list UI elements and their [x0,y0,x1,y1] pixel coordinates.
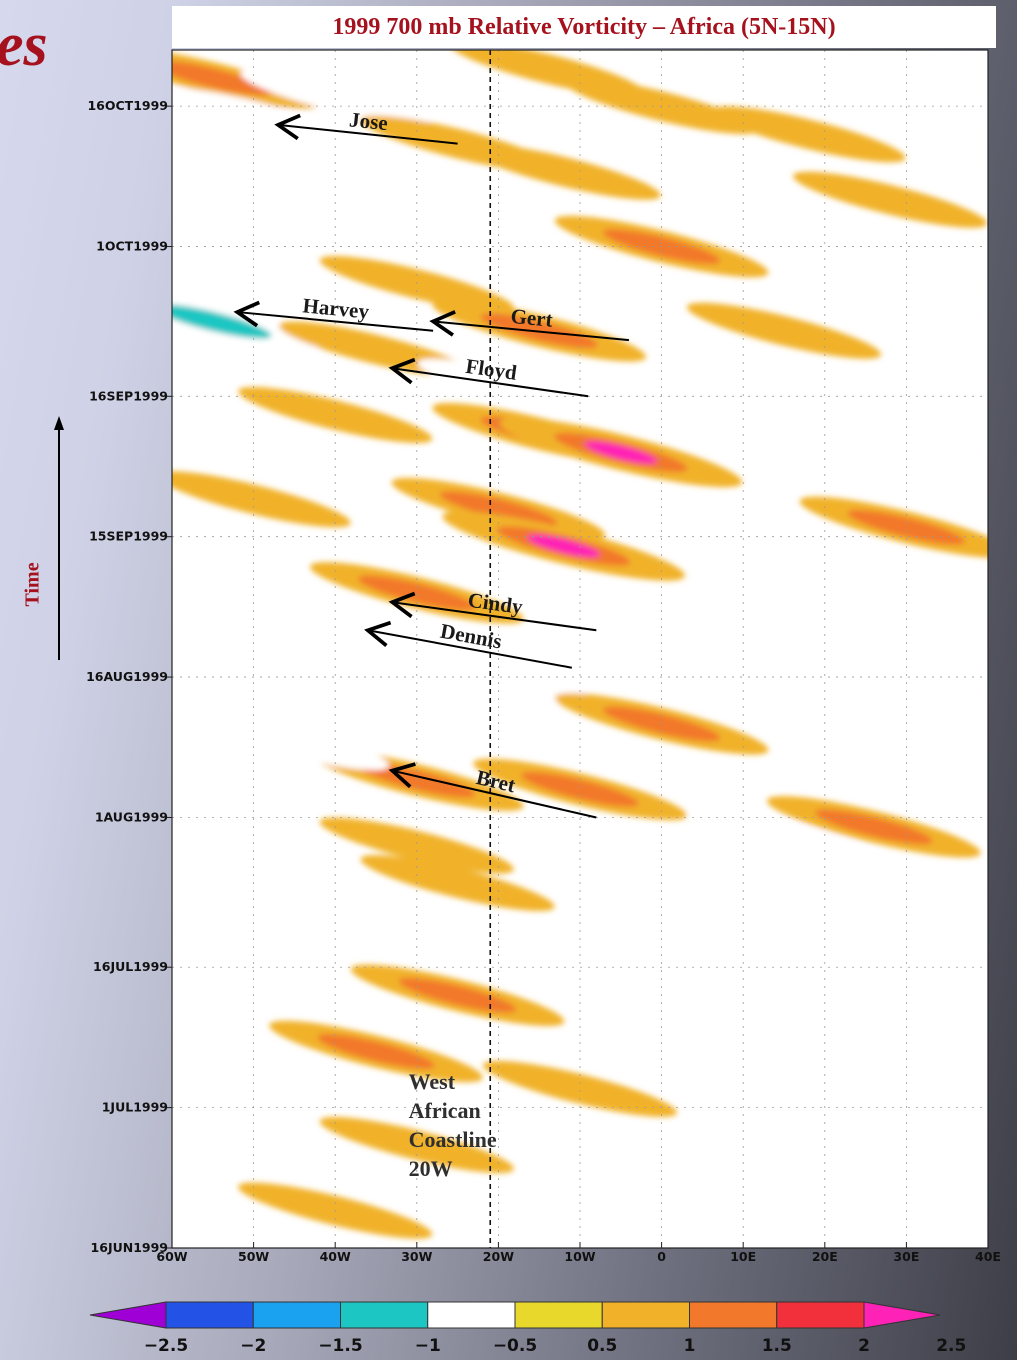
vorticity-blob [766,796,981,858]
colorbar-tick-label: −1 [415,1336,441,1356]
vorticity-blob [792,171,988,228]
y-tick-label: 16AUG1999 [86,669,168,684]
vorticity-blob [319,1117,514,1174]
colorbar-segment [427,1301,516,1329]
x-tick-label: 50W [238,1249,269,1264]
vorticity-blob [711,106,906,163]
colorbar-tick-label: −2 [240,1336,266,1356]
coastline-annotation-line: African [409,1098,481,1123]
storm-track-arrow [274,113,458,145]
colorbar-segment [689,1301,778,1329]
vorticity-blob [770,1183,961,1238]
slide-corner-text: es [0,11,48,79]
colorbar-tick-label: 2 [858,1336,870,1356]
colorbar-tick-label: 0.5 [587,1336,617,1356]
x-tick-label: 40W [320,1249,351,1264]
colorbar-tick-label: 2.5 [936,1336,966,1356]
vorticity-blob [199,715,390,770]
coastline-annotation-line: West [409,1069,456,1094]
colorbar-segment [514,1301,603,1329]
vorticity-blob [466,143,661,200]
colorbar-tick-label: −0.5 [493,1336,537,1356]
storm-track-arrow [429,310,630,342]
colorbar-underflow-triangle [89,1301,167,1329]
y-tick-label: 16SEP1999 [89,388,168,403]
y-tick-label: 1AUG1999 [95,809,168,824]
colorbar-tick-label: 1 [684,1336,696,1356]
chart-title: 1999 700 mb Relative Vorticity – Africa … [172,6,996,48]
y-tick-label: 16OCT1999 [87,98,168,113]
vorticity-blob [172,50,320,109]
x-tick-label: 30E [893,1249,919,1264]
vorticity-blob [662,901,857,958]
vorticity-blob [350,964,565,1027]
storm-track-arrow [364,620,573,669]
vorticity-blob [442,511,686,581]
vorticity-blob [172,290,320,353]
colorbar-tick-label: −1.5 [318,1336,362,1356]
storm-track-arrow [233,300,434,332]
x-tick-label: 10E [730,1249,756,1264]
x-tick-label: 20W [483,1249,514,1264]
storm-track-arrow [388,357,589,398]
time-axis-arrowhead [54,416,64,430]
vorticity-blob [686,302,882,359]
vorticity-blob [499,417,743,488]
vorticity-blob [664,50,855,97]
colorbar-segment [165,1301,254,1329]
x-tick-label: 30W [401,1249,432,1264]
storm-track-arrow [388,762,597,819]
vorticity-blob [473,758,687,821]
y-tick-label: 16JUL1999 [93,959,168,974]
colorbar-segment [776,1301,865,1329]
x-tick-label: 60W [156,1249,187,1264]
vorticity-blob [799,496,988,559]
colorbar-overflow-triangle [863,1301,941,1329]
coastline-annotation-line: Coastline [409,1127,497,1152]
vorticity-blob [269,1020,483,1083]
x-tick-label: 20E [812,1249,838,1264]
vorticity-blob [240,69,430,125]
colorbar-segment [252,1301,341,1329]
vorticity-blob [309,562,524,624]
y-tick-label: 1OCT1999 [96,239,168,254]
storm-track-arrow [388,591,597,632]
vorticity-blob [689,808,879,864]
vorticity-blob [417,358,612,415]
vorticity-blob [360,854,555,912]
vorticity-blob [607,1033,798,1089]
coastline-annotation-line: 20W [409,1156,453,1181]
vorticity-blob [238,386,433,444]
y-tick-label: 16JUN1999 [91,1240,168,1255]
y-tick-label: 15SEP1999 [89,529,168,544]
vorticity-blob [391,477,606,540]
x-tick-label: 10W [564,1249,595,1264]
vorticity-blob [482,1060,678,1117]
colorbar-tick-label: −2.5 [144,1336,188,1356]
x-tick-label: 40E [975,1249,1001,1264]
colorbar-segment [340,1301,429,1329]
storm-track-label: Gert [510,304,554,332]
y-tick-label: 1JUL1999 [102,1100,168,1115]
storm-track-label: Jose [348,107,389,135]
colorbar-tick-label: 1.5 [762,1336,792,1356]
vorticity-blob [319,817,514,874]
x-tick-label: 0 [657,1249,666,1264]
vorticity-blob [403,649,594,705]
colorbar-segment [601,1301,690,1329]
